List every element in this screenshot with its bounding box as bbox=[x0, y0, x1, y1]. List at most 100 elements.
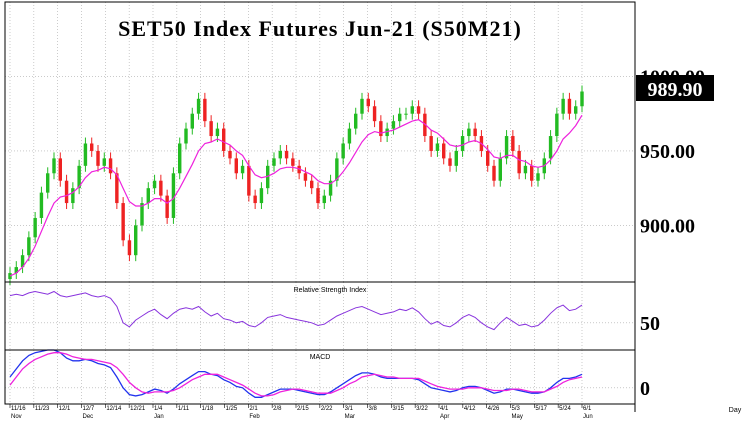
x-tick-label: 4/12 bbox=[464, 406, 476, 412]
candle-body bbox=[259, 188, 264, 204]
candle-body bbox=[196, 98, 201, 114]
candle-body bbox=[291, 158, 295, 166]
candle-body bbox=[366, 98, 370, 107]
candle-body bbox=[234, 158, 238, 174]
candle-body bbox=[580, 91, 584, 107]
candle-body bbox=[379, 121, 383, 137]
candle-body bbox=[52, 158, 56, 174]
month-label: Nov bbox=[11, 414, 22, 420]
candle-body bbox=[448, 158, 452, 166]
candle-body bbox=[492, 165, 496, 181]
candle-body bbox=[96, 150, 100, 166]
month-label: Dec bbox=[83, 414, 94, 420]
chart-title: SET50 Index Futures Jun-21 (S50M21) bbox=[118, 16, 522, 41]
candle-body bbox=[184, 128, 188, 144]
candle-body bbox=[404, 113, 408, 115]
candle-body bbox=[322, 195, 326, 204]
candle-body bbox=[240, 165, 245, 174]
candle-body bbox=[152, 180, 157, 189]
candle-body bbox=[127, 240, 132, 256]
candle-body bbox=[429, 136, 433, 151]
candle-body bbox=[442, 143, 446, 159]
candle-body bbox=[58, 158, 62, 181]
candle-body bbox=[498, 158, 502, 181]
candle-body bbox=[523, 165, 528, 174]
month-label: Apr bbox=[440, 414, 449, 420]
candle-body bbox=[467, 128, 471, 137]
candle-body bbox=[567, 98, 572, 114]
price-grid bbox=[5, 2, 635, 282]
x-tick-label: 11/23 bbox=[35, 406, 50, 412]
x-tick-label: 5/17 bbox=[535, 406, 547, 412]
candle-body bbox=[486, 150, 490, 166]
candle-body bbox=[108, 158, 113, 174]
candle-body bbox=[90, 143, 94, 151]
rsi-axis-label: 50 bbox=[640, 313, 660, 335]
x-tick-label: 2/8 bbox=[273, 406, 282, 412]
candle-body bbox=[203, 98, 207, 122]
candle-body bbox=[435, 143, 440, 151]
candle-body bbox=[391, 121, 396, 129]
candle-body bbox=[536, 173, 540, 181]
x-tick-label: 3/15 bbox=[392, 406, 404, 412]
candle-body bbox=[20, 255, 25, 268]
candle-body bbox=[297, 165, 301, 174]
candle-body bbox=[64, 180, 69, 204]
candle-body bbox=[316, 188, 320, 204]
last-price-box bbox=[636, 75, 714, 101]
candle-body bbox=[504, 136, 509, 159]
candle-body bbox=[341, 143, 345, 159]
candle-body bbox=[360, 98, 364, 114]
candle-body bbox=[102, 158, 106, 166]
candle-body bbox=[71, 188, 75, 204]
x-tick-label: 4/26 bbox=[488, 406, 500, 412]
x-tick-label: 2/1 bbox=[249, 406, 258, 412]
candle-body bbox=[272, 158, 276, 166]
x-tick-label: 12/7 bbox=[83, 406, 95, 412]
candle-body bbox=[33, 217, 37, 238]
candle-body bbox=[416, 106, 421, 114]
rsi-line bbox=[9, 290, 583, 331]
moving-average-line bbox=[9, 114, 583, 277]
month-label: May bbox=[512, 414, 523, 420]
x-tick-label: 1/25 bbox=[226, 406, 238, 412]
candle-body bbox=[517, 150, 521, 174]
x-tick-label: 6/1 bbox=[583, 406, 592, 412]
month-labels: Nov Dec Jan Feb Mar Apr May Jun bbox=[11, 414, 593, 420]
candle-body bbox=[460, 136, 465, 151]
candle-body bbox=[247, 165, 251, 196]
x-tick-label: 5/3 bbox=[512, 406, 521, 412]
candle-body bbox=[253, 195, 257, 204]
rsi-grid bbox=[5, 282, 635, 350]
x-tick-label: 3/22 bbox=[416, 406, 428, 412]
macd-line bbox=[9, 349, 583, 398]
candle-body bbox=[159, 180, 163, 196]
candle-body bbox=[410, 106, 414, 114]
candle-body bbox=[228, 150, 232, 159]
candle-body bbox=[473, 128, 477, 137]
x-tick-label: 1/18 bbox=[202, 406, 214, 412]
candle-body bbox=[574, 106, 578, 114]
macd-axis-label: 0 bbox=[640, 378, 650, 400]
x-tick-label: 12/14 bbox=[106, 406, 122, 412]
x-tick-label: 3/8 bbox=[369, 406, 378, 412]
x-tick-label: 2/15 bbox=[297, 406, 309, 412]
candle-body bbox=[115, 173, 119, 204]
candle-body bbox=[215, 128, 220, 137]
candle-body bbox=[303, 173, 308, 181]
candle-body bbox=[372, 106, 377, 122]
x-axis-unit: Day bbox=[729, 407, 742, 414]
month-label: Jun bbox=[583, 414, 593, 420]
candle-body bbox=[83, 143, 88, 166]
candle-body bbox=[8, 273, 12, 280]
candle-body bbox=[548, 136, 553, 159]
x-tick-label: 12/1 bbox=[59, 406, 71, 412]
candle-body bbox=[209, 121, 213, 137]
candle-body bbox=[398, 113, 402, 122]
x-tick-label: 1/4 bbox=[154, 406, 163, 412]
price-axis-label: 900.00 bbox=[640, 215, 695, 237]
month-label: Jan bbox=[154, 414, 164, 420]
macd-signal-line bbox=[9, 352, 583, 397]
